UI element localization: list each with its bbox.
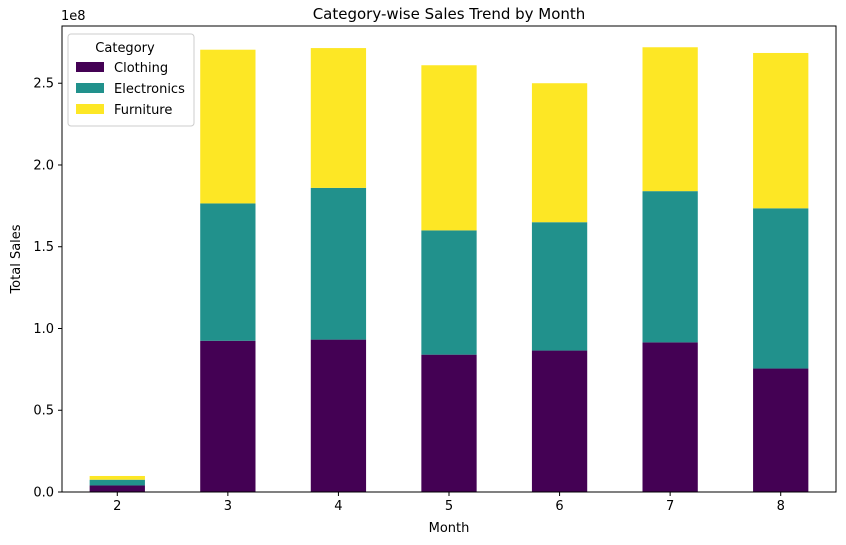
bar-furniture-4 — [310, 48, 367, 188]
bar-electronics-4 — [310, 187, 367, 340]
bar-electronics-7 — [642, 191, 698, 343]
y-tick-label: 2.0 — [33, 158, 54, 173]
bar-clothing-6 — [531, 350, 588, 492]
y-axis-label: Total Sales — [9, 224, 24, 294]
bar-clothing-4 — [310, 339, 367, 492]
bar-furniture-2 — [89, 475, 145, 480]
x-tick-label: 5 — [445, 499, 453, 514]
y-tick-label: 0.5 — [33, 404, 54, 419]
y-tick-label: 1.0 — [33, 322, 54, 337]
legend-swatch-furniture — [76, 104, 104, 114]
legend-title: Category — [95, 41, 155, 56]
bar-electronics-2 — [89, 479, 145, 486]
bar-furniture-7 — [642, 47, 698, 192]
bar-furniture-3 — [200, 49, 256, 204]
legend-label-clothing: Clothing — [114, 61, 168, 76]
bar-electronics-5 — [421, 230, 477, 355]
bar-clothing-7 — [642, 342, 698, 492]
plot-area: 2 3 4 5 6 7 8 0.0 0.5 1.0 1.5 2.0 2.5 — [33, 25, 837, 514]
y-tick-label: 2.5 — [33, 77, 54, 92]
legend-label-electronics: Electronics — [114, 82, 185, 97]
bar-electronics-6 — [531, 222, 588, 351]
x-tick-label: 8 — [777, 499, 785, 514]
legend-box — [67, 33, 195, 127]
bar-furniture-8 — [753, 52, 809, 209]
bar-electronics-8 — [753, 208, 809, 369]
x-tick-label: 7 — [666, 499, 674, 514]
x-axis-label: Month — [429, 521, 470, 536]
x-tick-label: 2 — [113, 499, 121, 514]
chart-title: Category-wise Sales Trend by Month — [313, 5, 586, 23]
legend-label-furniture: Furniture — [114, 103, 172, 118]
y-axis: 0.0 0.5 1.0 1.5 2.0 2.5 — [33, 77, 62, 501]
x-tick-label: 3 — [224, 499, 232, 514]
x-tick-label: 4 — [334, 499, 342, 514]
bar-furniture-5 — [421, 65, 477, 231]
x-tick-label: 6 — [555, 499, 563, 514]
y-tick-label: 0.0 — [33, 486, 54, 501]
bar-clothing-5 — [421, 354, 477, 492]
bar-clothing-2 — [89, 485, 145, 492]
legend-items: Clothing Electronics Furniture — [76, 61, 185, 118]
bar-electronics-3 — [200, 203, 256, 341]
x-axis: 2 3 4 5 6 7 8 — [113, 492, 785, 514]
legend-swatch-clothing — [76, 62, 104, 72]
bar-furniture-6 — [531, 83, 588, 223]
y-tick-label: 1.5 — [33, 240, 54, 255]
bar-clothing-3 — [200, 340, 256, 492]
legend: Category Clothing Electronics Furniture — [67, 33, 195, 127]
bar-clothing-8 — [753, 368, 809, 492]
y-axis-scale-label: 1e8 — [61, 9, 86, 24]
bars — [89, 47, 809, 492]
legend-swatch-electronics — [76, 83, 104, 93]
